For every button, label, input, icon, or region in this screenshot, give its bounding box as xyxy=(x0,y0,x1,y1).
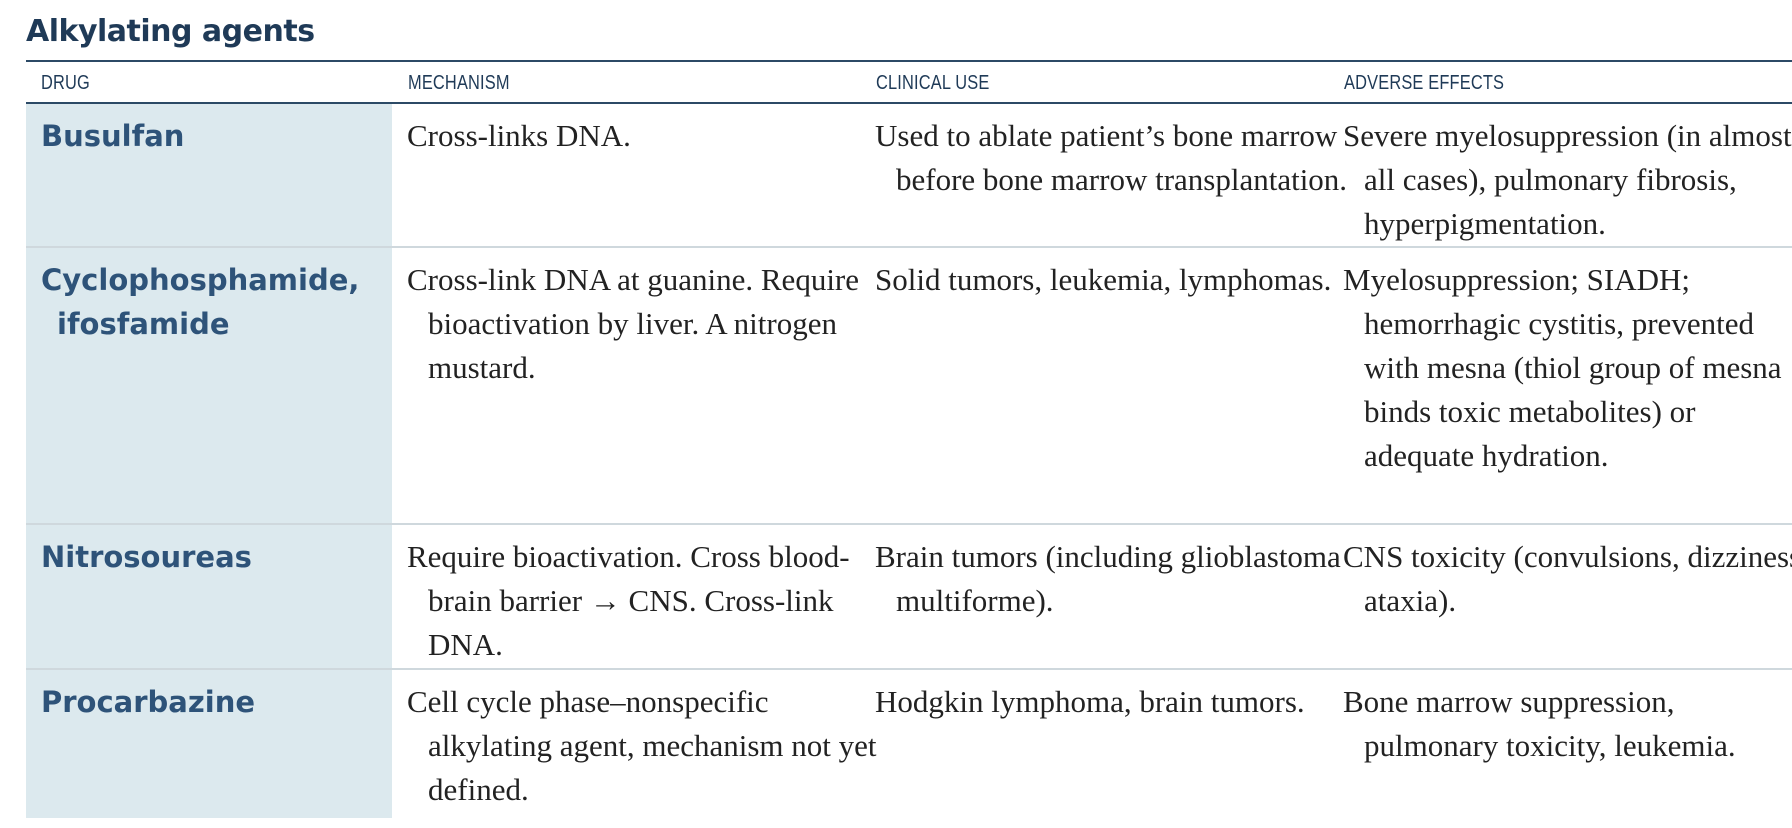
page-title: Alkylating agents xyxy=(26,14,315,49)
header-drug: DRUG xyxy=(41,72,90,94)
mechanism-cell: Cross-link DNA at guanine. Require bioac… xyxy=(407,262,860,385)
clinical-use-cell: Solid tumors, leukemia, lymphomas. xyxy=(875,262,1332,297)
table-row: Cyclophosphamide, ifosfamide Cross-link … xyxy=(26,248,1792,525)
header-clinical-use: CLINICAL USE xyxy=(876,72,990,94)
adverse-effects-cell: Myelosuppression; SIADH; hemorrhagic cys… xyxy=(1343,262,1782,473)
header-adverse-effects: ADVERSE EFFECTS xyxy=(1344,72,1505,94)
drug-name: Busulfan xyxy=(41,119,185,153)
table-header-row: DRUG MECHANISM CLINICAL USE ADVERSE EFFE… xyxy=(26,60,1792,104)
column-divider xyxy=(392,670,395,818)
column-divider xyxy=(392,104,395,246)
drug-cell: Procarbazine xyxy=(26,670,392,818)
header-mechanism: MECHANISM xyxy=(408,72,510,94)
adverse-effects-cell: Severe myelosuppression (in almost all c… xyxy=(1343,118,1792,241)
alkylating-agents-table: DRUG MECHANISM CLINICAL USE ADVERSE EFFE… xyxy=(26,60,1792,818)
drug-name: Cyclophosphamide, ifosfamide xyxy=(41,263,360,341)
drug-cell: Busulfan xyxy=(26,104,392,246)
drug-name: Nitrosoureas xyxy=(41,540,252,574)
clinical-use-cell: Brain tumors (including glioblastoma mul… xyxy=(875,539,1341,618)
table-row: Procarbazine Cell cycle phase–nonspecifi… xyxy=(26,670,1792,818)
table-row: Nitrosoureas Require bioactivation. Cros… xyxy=(26,525,1792,670)
column-divider xyxy=(392,248,395,523)
table-row: Busulfan Cross-links DNA. Used to ablate… xyxy=(26,104,1792,248)
mechanism-cell: Cell cycle phase–nonspecific alkylating … xyxy=(407,684,877,807)
drug-name: Procarbazine xyxy=(41,685,256,719)
clinical-use-cell: Used to ablate patient’s bone marrow bef… xyxy=(875,118,1348,197)
drug-cell: Nitrosoureas xyxy=(26,525,392,668)
mechanism-cell: Cross-links DNA. xyxy=(407,118,631,153)
adverse-effects-cell: Bone marrow suppression, pulmonary toxic… xyxy=(1343,684,1736,763)
adverse-effects-cell: CNS toxicity (convulsions, dizziness, at… xyxy=(1343,539,1792,618)
clinical-use-cell: Hodgkin lymphoma, brain tumors. xyxy=(875,684,1305,719)
drug-cell: Cyclophosphamide, ifosfamide xyxy=(26,248,392,523)
mechanism-cell: Require bioactivation. Cross blood-brain… xyxy=(407,539,850,662)
column-divider xyxy=(392,525,395,668)
